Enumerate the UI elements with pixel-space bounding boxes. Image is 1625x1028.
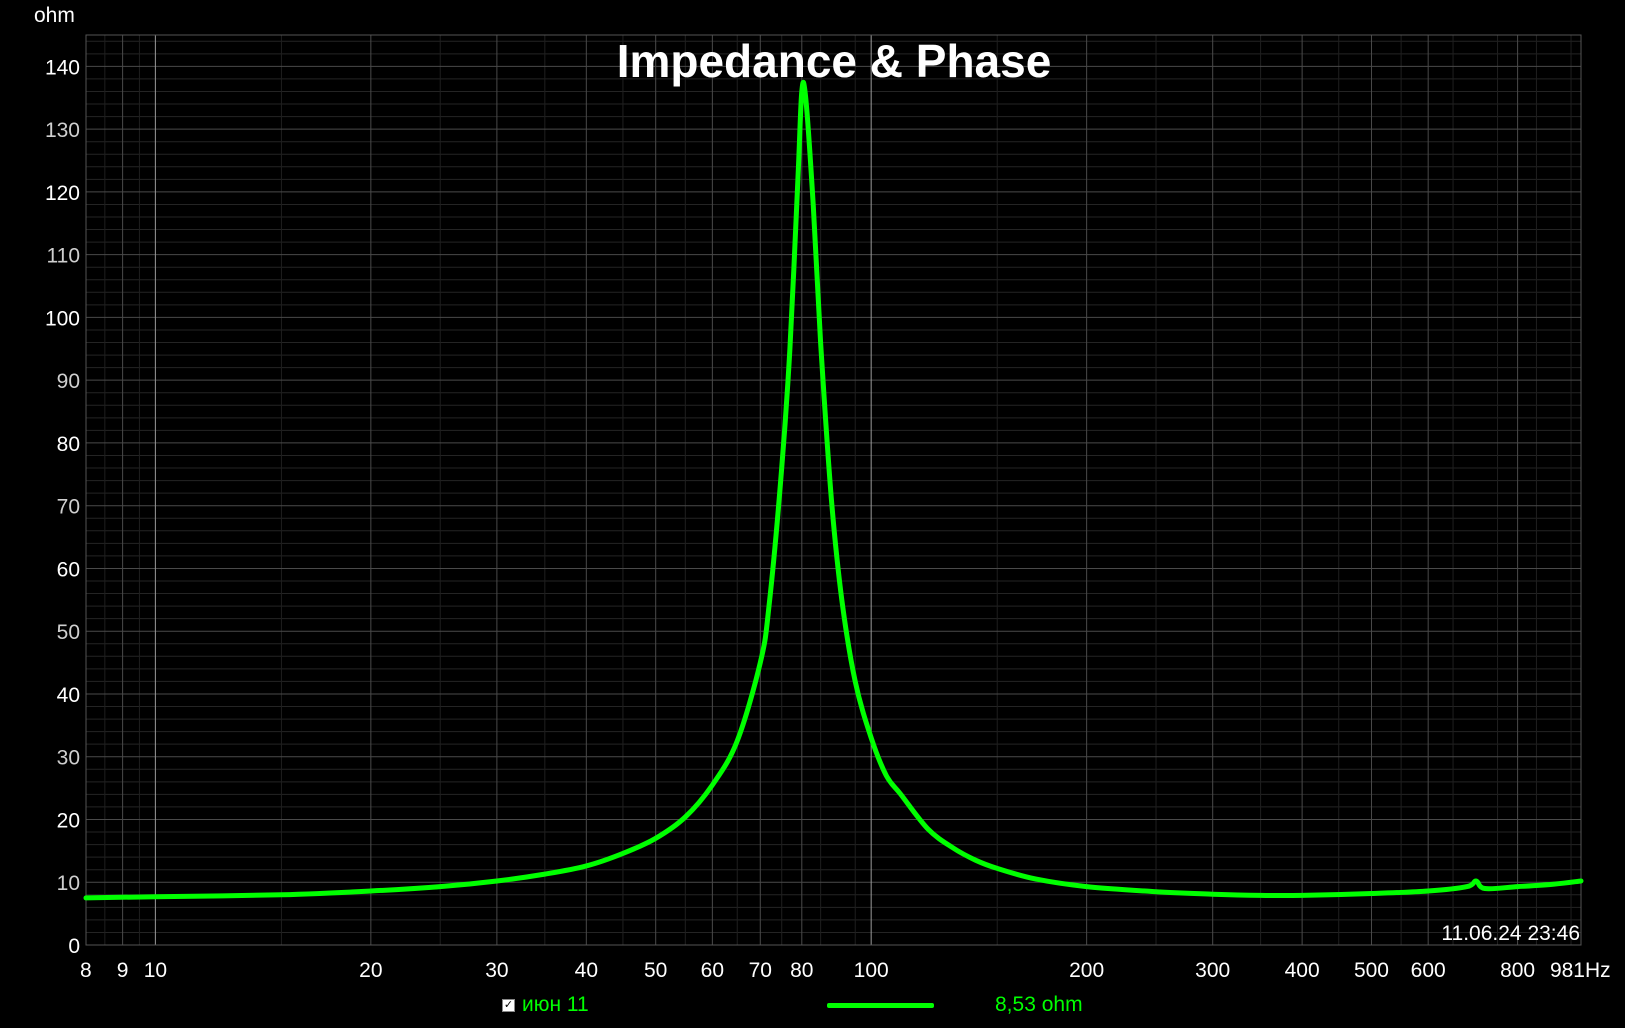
x-tick-label: 300 — [1195, 959, 1230, 982]
x-tick-label: 200 — [1069, 959, 1104, 982]
x-tick-label: 30 — [485, 959, 508, 982]
y-tick-label: 120 — [45, 182, 80, 205]
x-tick-label: 40 — [575, 959, 598, 982]
x-tick-label: 50 — [644, 959, 667, 982]
y-tick-label: 40 — [57, 684, 80, 707]
y-tick-label: 140 — [45, 56, 80, 79]
minor-grid — [86, 35, 1581, 945]
measurement-timestamp: 11.06.24 23:46 — [1441, 922, 1580, 945]
x-tick-label: 80 — [790, 959, 813, 982]
x-axis-ticks: 8 9 10 20 30 40 50 60 70 80 100 200 300 400 500 600 800 9… — [80, 959, 1585, 982]
x-tick-label: 500 — [1354, 959, 1389, 982]
y-tick-label: 110 — [47, 245, 80, 268]
series-layer — [83, 79, 1584, 901]
chart-title: Impedance & Phase — [617, 35, 1052, 87]
x-tick-label: 9 — [117, 959, 129, 982]
y-tick-label: 50 — [57, 621, 80, 644]
x-tick-label: 8 — [80, 959, 92, 982]
y-axis-ticks: 0 10 20 30 40 50 60 70 80 90 100 110 120 130 140 — [45, 56, 80, 958]
plot-frame — [85, 34, 1582, 946]
major-grid — [86, 35, 1581, 945]
x-tick-label: 60 — [701, 959, 724, 982]
y-tick-label: 90 — [57, 370, 80, 393]
y-tick-label: 100 — [45, 307, 80, 330]
series-visibility-checkbox[interactable]: ✓ — [502, 999, 515, 1012]
x-tick-label: 600 — [1411, 959, 1446, 982]
y-tick-label: 80 — [57, 433, 80, 456]
y-axis-label: ohm — [34, 4, 75, 27]
y-tick-label: 70 — [57, 496, 80, 519]
impedance-chart: 0 10 20 30 40 50 60 70 80 90 100 110 120 130 140 8 9 10 2… — [34, 4, 1611, 982]
x-tick-label: 20 — [359, 959, 382, 982]
x-tick-label: 10 — [144, 959, 167, 982]
x-tick-label: 400 — [1285, 959, 1320, 982]
y-tick-label: 10 — [57, 872, 80, 895]
y-tick-label: 0 — [68, 935, 80, 958]
x-tick-label: 100 — [854, 959, 889, 982]
x-tick-label: 800 — [1500, 959, 1535, 982]
x-tick-label: 70 — [749, 959, 772, 982]
legend-series-swatch — [827, 1003, 934, 1008]
y-tick-label: 20 — [57, 809, 80, 832]
y-tick-label: 130 — [45, 119, 80, 142]
y-tick-label: 60 — [57, 558, 80, 581]
y-tick-label: 30 — [57, 747, 80, 770]
legend-series-name: июн 11 — [522, 993, 589, 1016]
series-line-0 — [83, 79, 1584, 901]
x-axis-unit: Hz — [1585, 959, 1611, 982]
legend-series-readout: 8,53 ohm — [995, 993, 1083, 1016]
x-tick-label: 981 — [1550, 959, 1585, 982]
